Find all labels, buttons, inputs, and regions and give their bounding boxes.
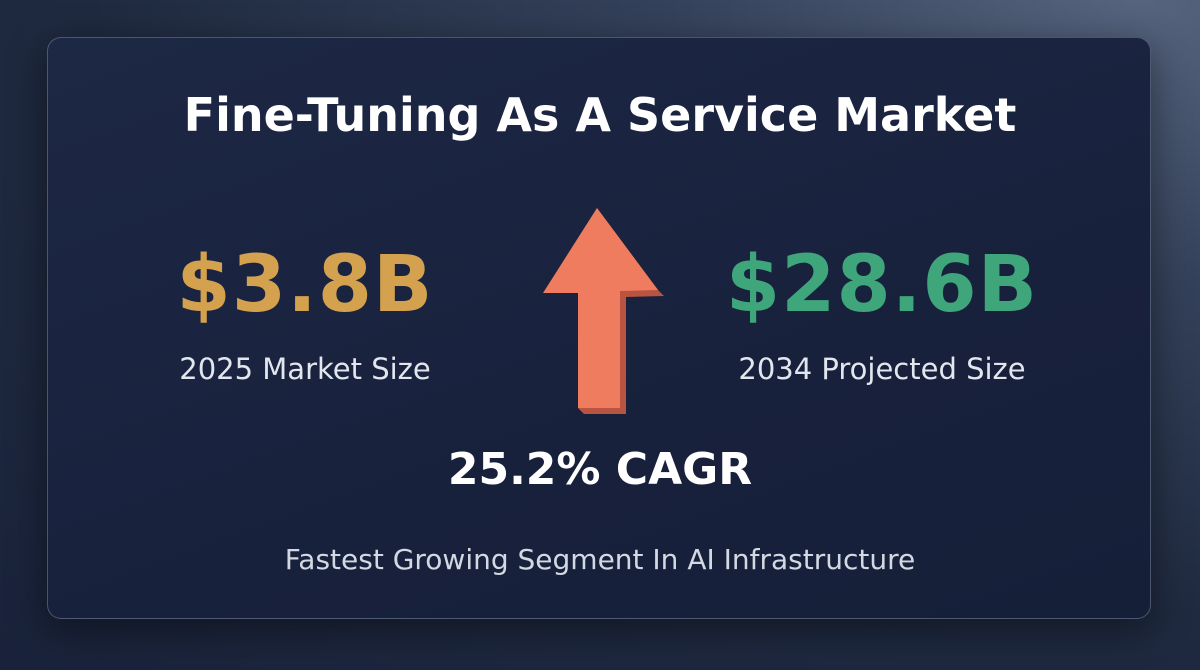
title: Fine-Tuning As A Service Market <box>183 88 1017 142</box>
footer-text: Fastest Growing Segment In AI Infrastruc… <box>284 543 916 576</box>
stat-label: 2025 Market Size <box>179 352 431 386</box>
arrow-side <box>578 208 664 414</box>
stat-value: $28.6B <box>725 240 1039 330</box>
stat-value: $3.8B <box>176 240 434 330</box>
growth-rate: 25.2% CAGR <box>447 444 753 495</box>
stat-label: 2034 Projected Size <box>738 352 1026 386</box>
arrow-face <box>543 208 658 408</box>
